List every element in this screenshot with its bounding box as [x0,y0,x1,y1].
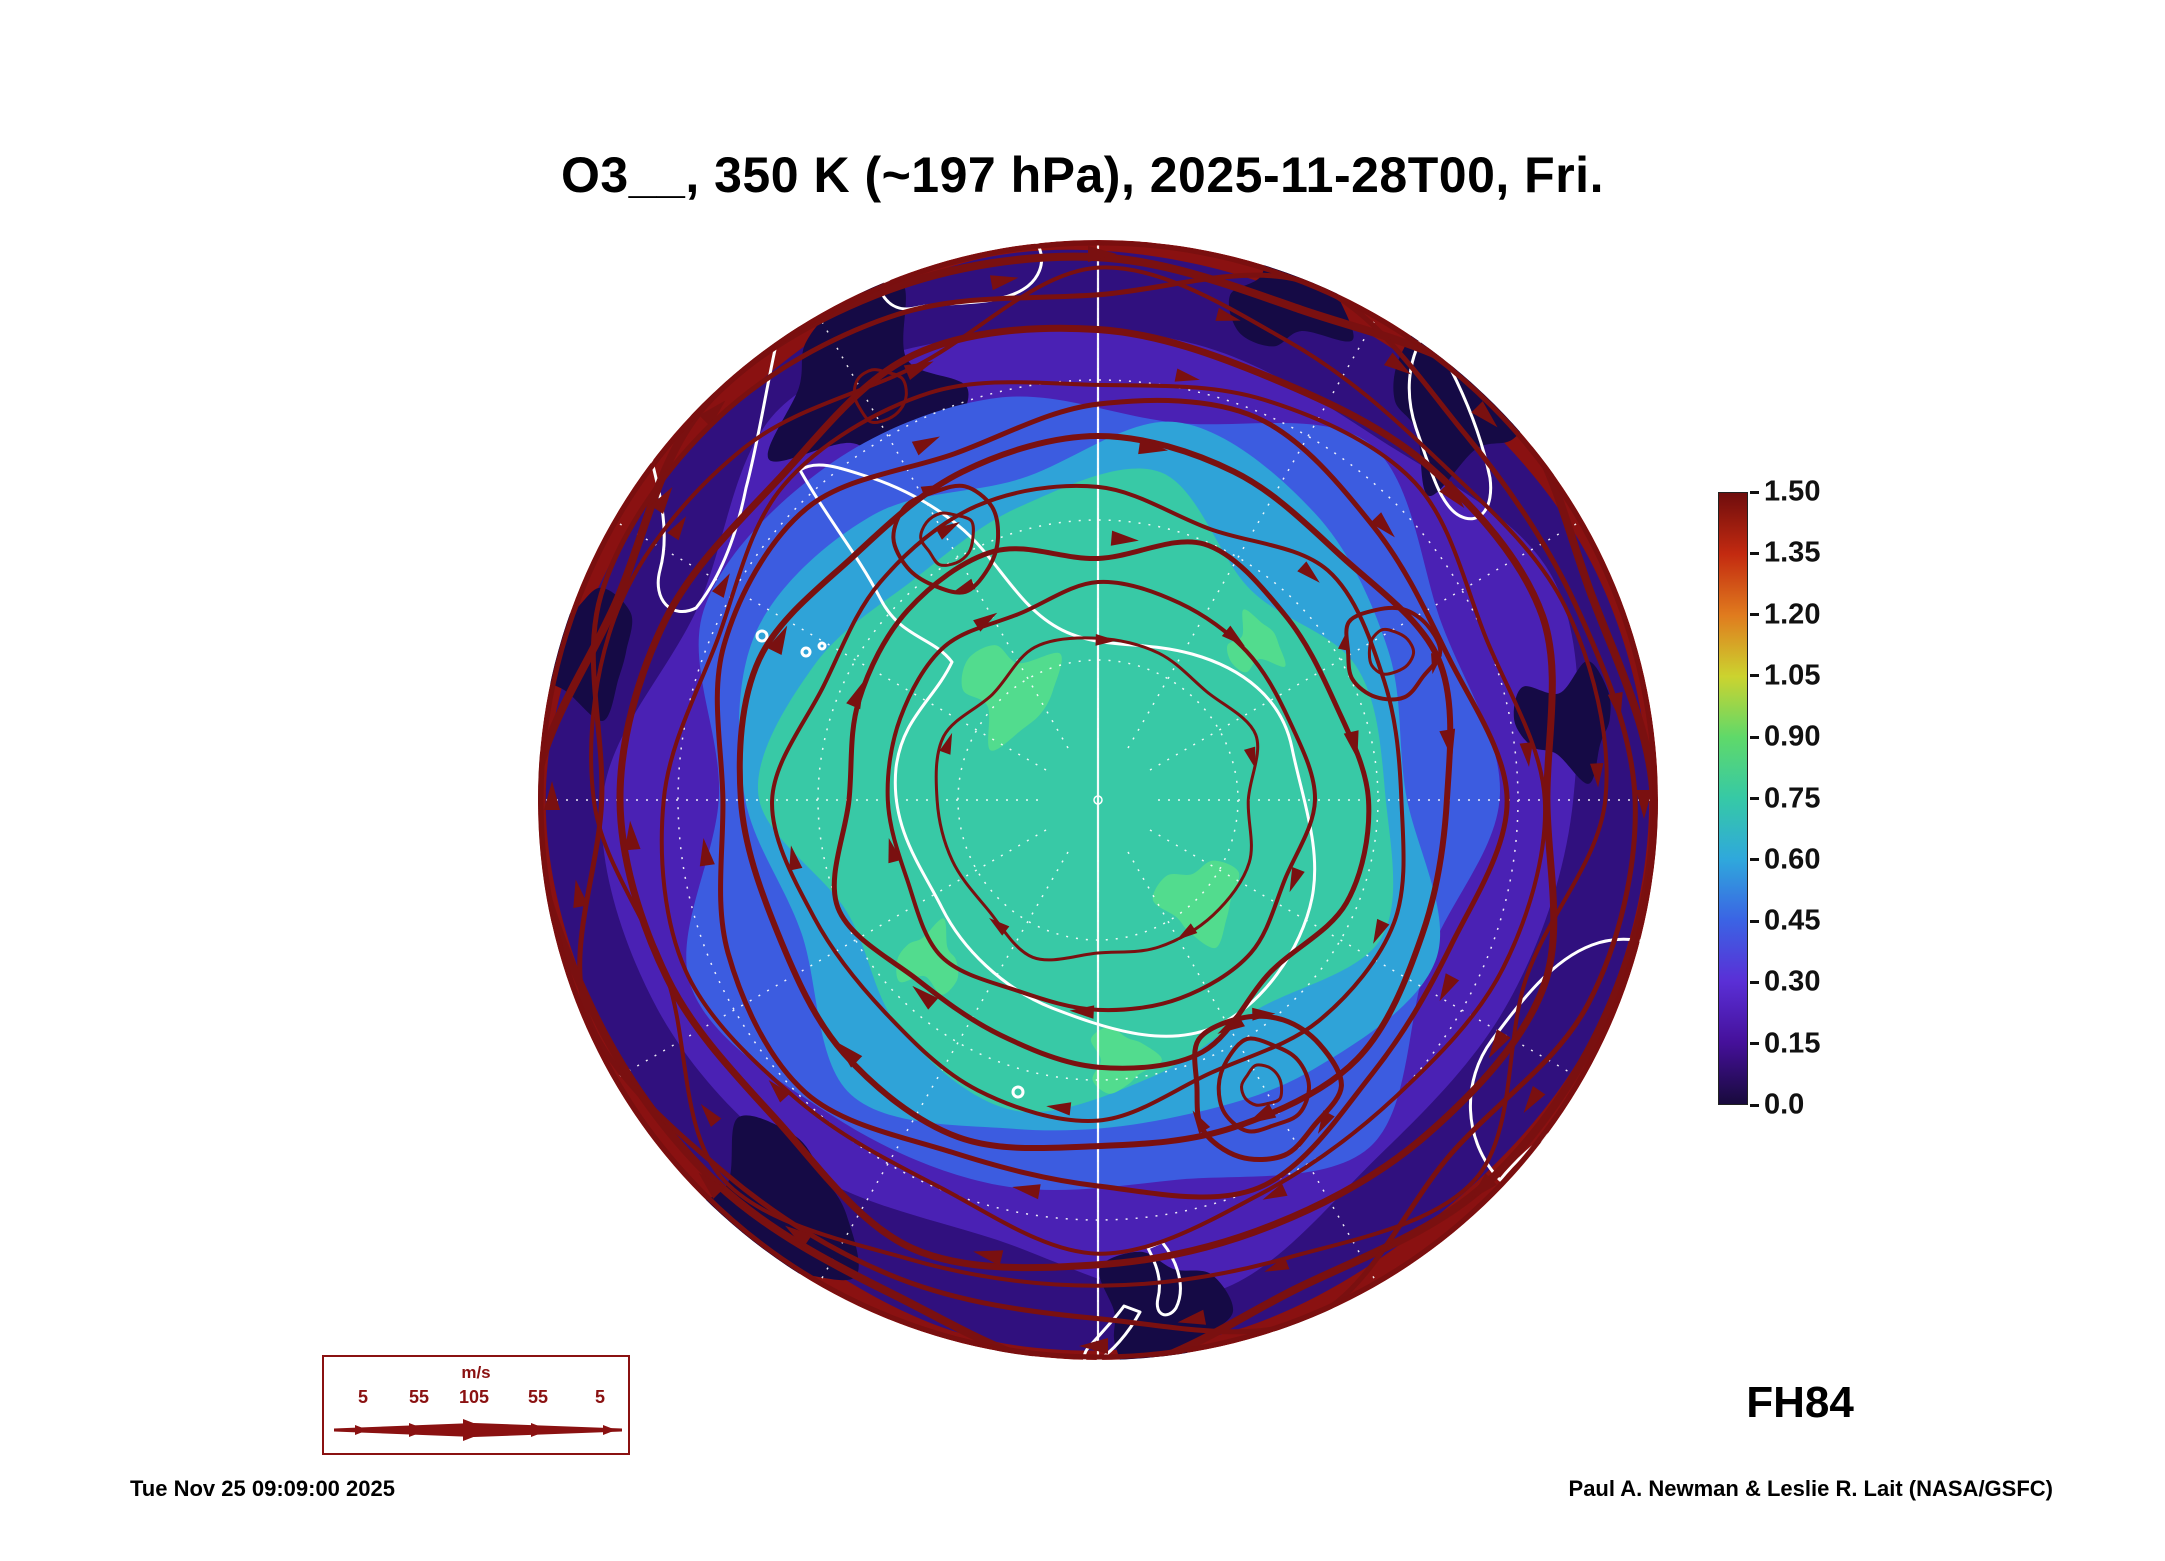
colorbar-tick-label: 1.50 [1764,475,1821,508]
colorbar-tick-label: 1.35 [1764,536,1821,569]
colorbar-tick-label: 1.20 [1764,598,1821,631]
credit: Paul A. Newman & Leslie R. Lait (NASA/GS… [1568,1476,2053,1501]
page-title: O3__, 350 K (~197 hPa), 2025-11-28T00, F… [561,147,1604,203]
colorbar-tick-label: 0.45 [1764,904,1821,937]
wind-speed-value: 105 [458,1387,490,1407]
wind-speed-legend: m/s 5 55 105 55 5 [322,1355,630,1455]
colorbar-tick-label: 0.0 [1764,1088,1805,1121]
forecast-hour-label: FH84 [1746,1378,1854,1427]
wind-speed-arrow [334,1419,622,1441]
wind-speed-value: 5 [594,1387,606,1407]
wind-units-label: m/s [461,1363,491,1382]
colorbar-tick-label: 0.15 [1764,1027,1821,1060]
colorbar-tick-label: 0.60 [1764,843,1821,876]
colorbar-tick-label: 1.05 [1764,659,1821,692]
graticule-layer [542,244,1654,1356]
colorbar-tick-label: 0.30 [1764,965,1821,998]
colorbar-tick-labels: 1.50 1.35 1.20 1.05 0.90 0.75 0.60 0.45 … [1764,476,1894,1121]
colorbar: 1.50 1.35 1.20 1.05 0.90 0.75 0.60 0.45 … [1718,476,1898,1121]
wind-speed-value: 5 [357,1387,369,1407]
streamline-layer [538,246,1658,1360]
colorbar-tick-label: 0.90 [1764,720,1821,753]
wind-speed-value: 55 [527,1387,549,1407]
colorbar-tick-label: 0.75 [1764,782,1821,814]
colorbar-gradient [1718,492,1748,1105]
wind-speed-value: 55 [408,1387,430,1407]
timestamp: Tue Nov 25 09:09:00 2025 [130,1476,395,1501]
map-clip-group [538,240,1658,1360]
